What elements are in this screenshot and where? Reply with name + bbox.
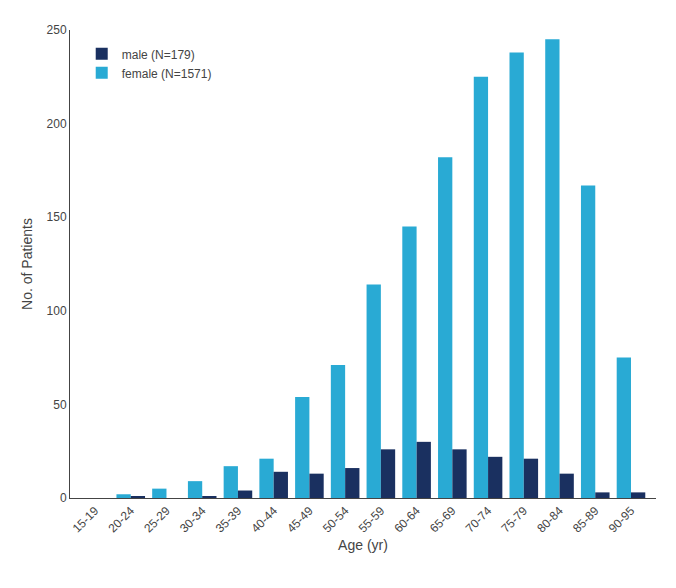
svg-text:100: 100 [47,304,67,318]
svg-text:40-44: 40-44 [248,504,280,536]
svg-text:35-39: 35-39 [213,504,245,536]
svg-text:50: 50 [53,398,67,412]
svg-text:65-69: 65-69 [427,504,459,536]
svg-text:60-64: 60-64 [391,504,423,536]
svg-text:80-84: 80-84 [534,504,566,536]
svg-text:85-89: 85-89 [570,504,602,536]
svg-text:female (N=1571): female (N=1571) [122,67,212,81]
svg-text:male (N=179): male (N=179) [122,48,195,62]
svg-text:200: 200 [47,117,67,131]
svg-text:15-19: 15-19 [70,504,102,536]
svg-text:Age (yr): Age (yr) [338,537,388,553]
svg-text:30-34: 30-34 [177,504,209,536]
svg-text:20-24: 20-24 [105,504,137,536]
svg-text:150: 150 [47,210,67,224]
svg-text:No. of Patients: No. of Patients [19,218,35,310]
svg-text:250: 250 [47,23,67,37]
svg-text:75-79: 75-79 [499,504,531,536]
svg-text:70-74: 70-74 [463,504,495,536]
svg-text:55-59: 55-59 [356,504,388,536]
svg-text:50-54: 50-54 [320,504,352,536]
svg-text:0: 0 [60,491,67,505]
svg-text:45-49: 45-49 [284,504,316,536]
svg-text:25-29: 25-29 [141,504,173,536]
svg-text:90-95: 90-95 [606,504,638,536]
